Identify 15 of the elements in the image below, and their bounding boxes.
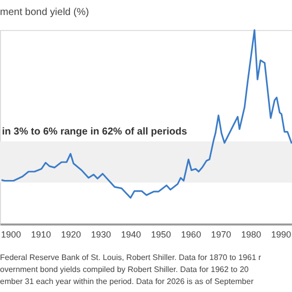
text: overnment bond yields compiled by Robert Shiller. Data for 1962 to 20 — [0, 265, 250, 274]
x-tick-label: 1960 — [181, 230, 202, 240]
x-tick-label: 1990 — [271, 230, 292, 240]
x-tick-label: 1980 — [241, 230, 262, 240]
x-tick-label: 1940 — [121, 230, 142, 240]
x-tick-label: 1920 — [61, 230, 82, 240]
band-label: in 3% to 6% range in 62% of all periods — [2, 126, 188, 138]
text: ember 31 each year within the period. Data for 2026 is as of September — [0, 277, 254, 286]
x-tick-label: 1950 — [151, 230, 172, 240]
x-tick-label: 1900 — [0, 230, 22, 240]
x-tick-label: 1910 — [31, 230, 52, 240]
chart-title: ment bond yield (%) — [0, 7, 89, 18]
x-tick-label: 1970 — [211, 230, 232, 240]
text: Federal Reserve Bank of St. Louis, Robert Shiller. Data for 1870 to 1961 r — [0, 253, 262, 262]
x-tick-label: 1930 — [91, 230, 112, 240]
